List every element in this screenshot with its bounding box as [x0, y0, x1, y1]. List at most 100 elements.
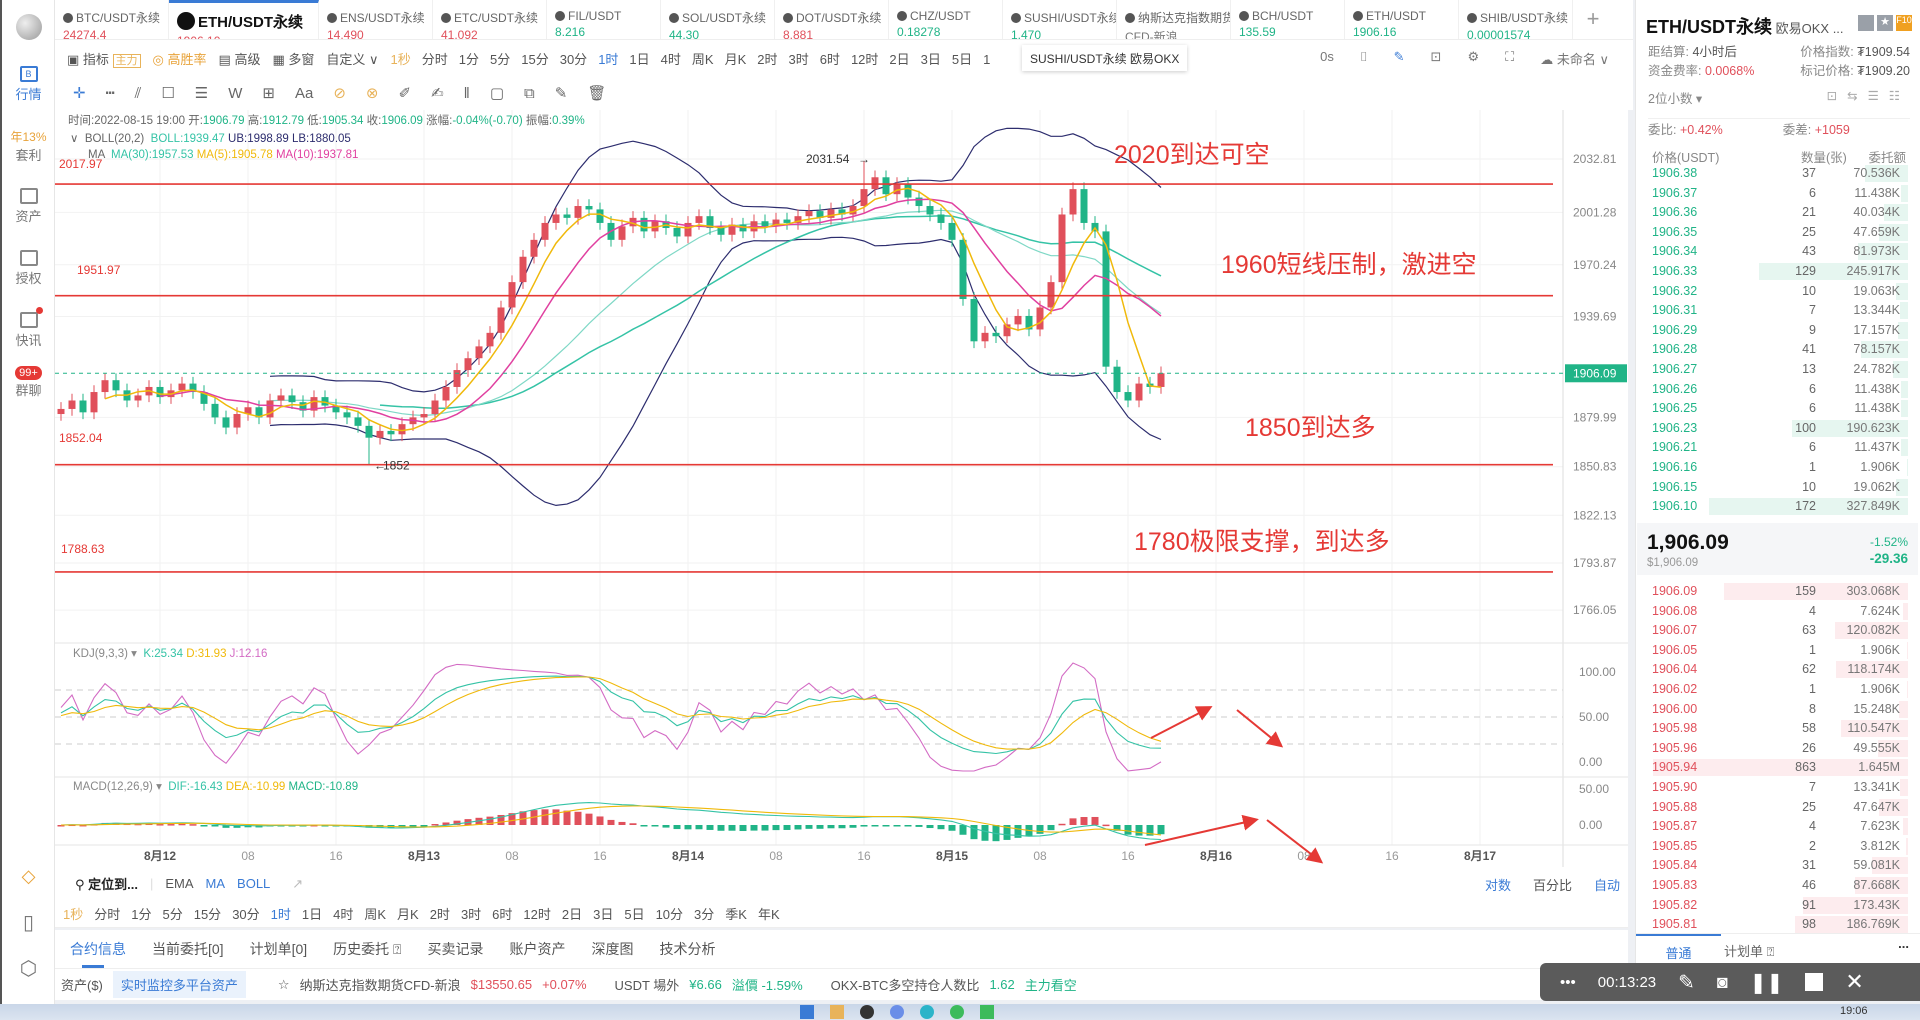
decimals-dropdown[interactable]: 2位小数 ▾	[1648, 92, 1703, 106]
sidebar-item-arbitrage[interactable]: 年13% 套利	[2, 128, 55, 164]
custom-dropdown[interactable]: 自定义 ∨	[326, 51, 379, 67]
period-15[interactable]: 2日	[889, 51, 910, 67]
bottom-period-10[interactable]: 月K	[397, 907, 419, 922]
gear-icon[interactable]: ⚙	[1467, 49, 1480, 64]
measure-icon[interactable]: ⊞	[262, 85, 275, 102]
crosshair-icon[interactable]: ✛	[73, 85, 86, 102]
bell-icon[interactable]	[1858, 15, 1874, 31]
sidebar-item-news[interactable]: 快讯	[2, 307, 55, 349]
magnet-icon[interactable]: ⊘	[333, 85, 346, 102]
ask-row[interactable]: 1906.33 129 245.917K	[1646, 262, 1908, 282]
app-icon[interactable]	[860, 1005, 874, 1019]
tab-ethusdt[interactable]: ETH/USDT 1906.16	[1345, 0, 1459, 39]
ma-legend[interactable]: MA MA(30):1957.53 MA(5):1905.78 MA(10):1…	[88, 149, 359, 161]
bid-row[interactable]: 1905.98 58 110.547K	[1646, 719, 1908, 739]
edit-icon[interactable]: ✎	[554, 85, 568, 102]
macd-legend[interactable]: MACD(12,26,9) ▾ DIF:-16.43 DEA:-10.99 MA…	[73, 781, 359, 793]
copy-icon[interactable]: ⧉	[524, 84, 535, 102]
lock-icon[interactable]: ▢	[489, 85, 505, 102]
text-icon[interactable]: Aa	[294, 84, 314, 102]
sidebar-item-authorize[interactable]: 授权	[2, 250, 55, 287]
ask-row[interactable]: 1906.27 13 24.782K	[1646, 360, 1908, 380]
bottom-period-4[interactable]: 15分	[193, 907, 222, 922]
bottom-tab-3[interactable]: 历史委托 ⍰	[333, 941, 402, 957]
chart-canvas[interactable]: 2017.97 2020到达可空 1951.97 1960短线压制，激进空 1852.0…	[55, 110, 1628, 867]
period-3[interactable]: 5分	[490, 51, 511, 67]
kdj-legend[interactable]: KDJ(9,3,3) ▾ K:25.34 D:31.93 J:12.16	[73, 648, 268, 660]
period-10[interactable]: 月K	[724, 51, 747, 67]
locate-button[interactable]: ⚲ 定位到...	[75, 877, 138, 892]
sidebar-item-assets[interactable]: 资产	[2, 188, 55, 225]
bid-row[interactable]: 1905.84 31 59.081K	[1646, 856, 1908, 876]
bottom-period-14[interactable]: 12时	[523, 907, 551, 922]
ask-row[interactable]: 1906.25 6 11.438K	[1646, 399, 1908, 419]
star-icon[interactable]: ☆	[277, 976, 290, 992]
wechat-icon[interactable]	[980, 1005, 994, 1019]
boll-toggle[interactable]: BOLL	[237, 876, 271, 891]
trendline-icon[interactable]: ⫽	[134, 84, 142, 102]
f10-icon[interactable]: F10	[1896, 15, 1912, 31]
bottom-period-17[interactable]: 5日	[624, 907, 645, 922]
tab-filusdt[interactable]: FIL/USDT 8.216	[547, 0, 661, 39]
start-icon[interactable]	[800, 1005, 814, 1019]
bottom-period-5[interactable]: 30分	[232, 907, 260, 922]
edit-indicators-icon[interactable]: ↗	[292, 875, 304, 891]
ask-row[interactable]: 1906.26 6 11.438K	[1646, 380, 1908, 400]
ask-row[interactable]: 1906.31 7 13.344K	[1646, 301, 1908, 321]
multiwindow-button[interactable]: ▦ 多窗	[272, 51, 315, 67]
ask-row[interactable]: 1906.37 6 11.438K	[1646, 184, 1908, 204]
tab-shibusdt[interactable]: SHIB/USDT永续 0.00001574	[1459, 0, 1573, 39]
bottom-period-21[interactable]: 年K	[757, 907, 780, 922]
pen-icon[interactable]: ✎	[1393, 49, 1405, 64]
bid-row[interactable]: 1906.07 63 120.082K	[1646, 621, 1908, 641]
monitor-assets-button[interactable]: 实时监控多平台资产	[112, 971, 246, 998]
bottom-period-1[interactable]: 分时	[94, 907, 121, 922]
tab-ethusdt[interactable]: ETH/USDT永续 1906.10	[169, 0, 319, 39]
bookmark-icon[interactable]: ⊡	[1430, 49, 1442, 64]
brush-icon[interactable]: ✍	[431, 85, 444, 102]
more-icon[interactable]: •••	[1560, 973, 1576, 991]
edge-icon[interactable]	[920, 1005, 934, 1019]
tab-chzusdt[interactable]: CHZ/USDT 0.18278	[889, 0, 1003, 39]
bottom-tab-5[interactable]: 账户资产	[509, 941, 566, 957]
bottom-period-15[interactable]: 2日	[561, 907, 583, 922]
bid-row[interactable]: 1906.09 159 303.068K	[1646, 582, 1908, 602]
ask-row[interactable]: 1906.16 1 1.906K	[1646, 458, 1908, 478]
bid-row[interactable]: 1905.83 46 87.668K	[1646, 876, 1908, 896]
bid-row[interactable]: 1905.94 863 1.645M	[1646, 758, 1908, 778]
bars-icon[interactable]: ‖	[463, 84, 470, 102]
add-tab-button[interactable]: +	[1586, 6, 1600, 31]
trash-icon[interactable]: 🗑	[587, 85, 607, 102]
bid-row[interactable]: 1905.85 2 3.812K	[1646, 837, 1908, 857]
bid-row[interactable]: 1906.02 1 1.906K	[1646, 680, 1908, 700]
period-9[interactable]: 周K	[691, 51, 714, 67]
period-2[interactable]: 1分	[458, 51, 480, 67]
ask-row[interactable]: 1906.32 10 19.063K	[1646, 282, 1908, 302]
ruler-icon[interactable]: ┅	[105, 85, 115, 102]
folder-icon[interactable]	[830, 1005, 844, 1019]
period-0[interactable]: 1秒	[390, 51, 411, 67]
camera-icon[interactable]: ⌷	[1359, 49, 1368, 64]
pencil-icon[interactable]: ✎	[1678, 971, 1695, 994]
tab-normal[interactable]: 普通	[1636, 934, 1721, 962]
sidebar-item-market[interactable]: B 行情	[2, 66, 55, 103]
chat-app-icon[interactable]	[950, 1005, 964, 1019]
bottom-period-20[interactable]: 季K	[725, 907, 747, 922]
nasdaq-label[interactable]: 纳斯达克指数期货CFD-新浪	[299, 978, 461, 993]
bottom-period-12[interactable]: 3时	[460, 907, 482, 922]
indicator-button[interactable]: ▣ 指标 主力	[67, 49, 141, 68]
lock-drawing-icon[interactable]: ⊗	[365, 85, 379, 102]
period-1[interactable]: 分时	[421, 51, 448, 67]
ask-row[interactable]: 1906.23 100 190.623K	[1646, 419, 1908, 439]
wave-icon[interactable]: W	[228, 84, 243, 102]
bottom-tab-0[interactable]: 合约信息	[70, 941, 126, 968]
bottom-period-6[interactable]: 1时	[270, 907, 291, 922]
bottom-period-11[interactable]: 2时	[429, 907, 450, 922]
bottom-tab-7[interactable]: 技术分析	[659, 941, 716, 957]
winrate-button[interactable]: ◎ 高胜率	[152, 51, 207, 67]
ask-row[interactable]: 1906.35 25 47.659K	[1646, 223, 1908, 243]
ask-row[interactable]: 1906.29 9 17.157K	[1646, 321, 1908, 341]
bottom-period-7[interactable]: 1日	[301, 907, 323, 922]
bid-row[interactable]: 1905.81 98 186.769K	[1646, 915, 1908, 935]
bid-row[interactable]: 1905.90 7 13.341K	[1646, 778, 1908, 798]
